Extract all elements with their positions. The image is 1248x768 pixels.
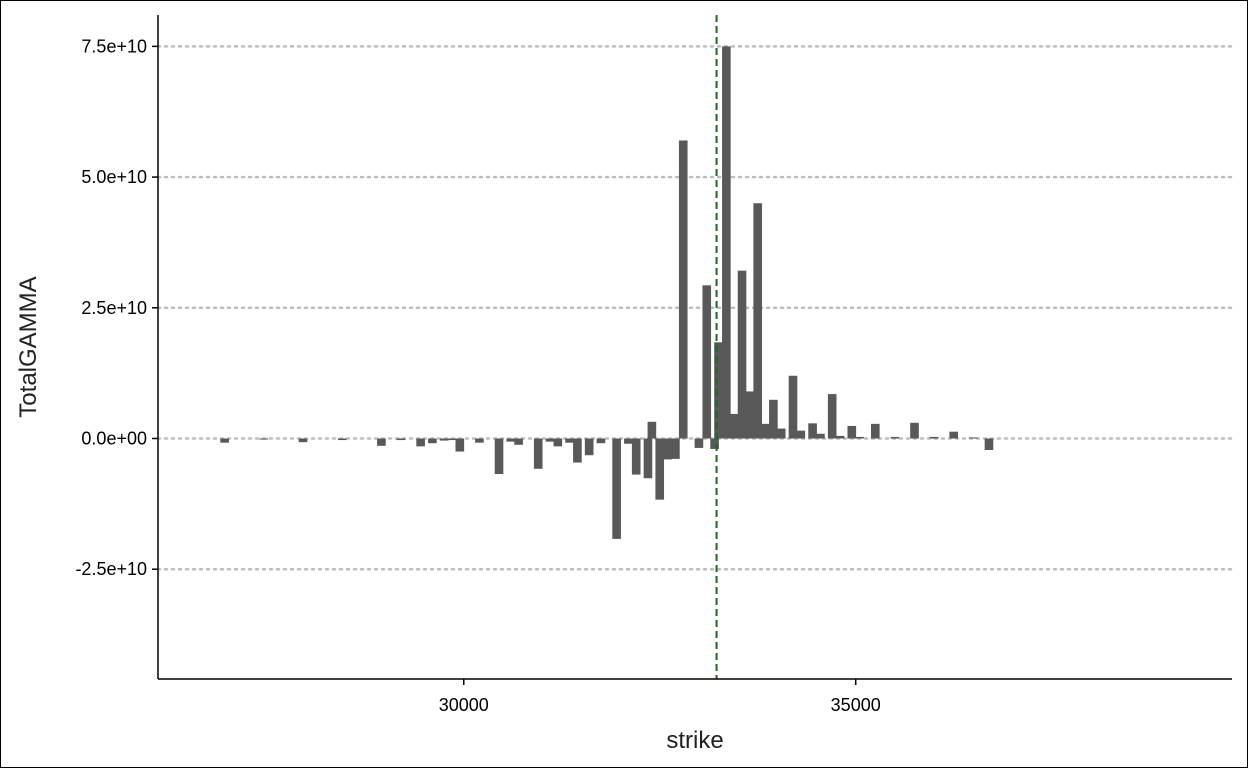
bar xyxy=(647,421,657,439)
bar xyxy=(533,438,543,469)
y-tick-label: 0.0e+00 xyxy=(81,428,147,448)
bar xyxy=(584,438,594,456)
bar xyxy=(737,270,747,439)
bar xyxy=(847,425,857,439)
bar xyxy=(298,438,308,443)
bar xyxy=(816,433,825,439)
bar xyxy=(506,438,516,442)
x-tick-label: 30000 xyxy=(439,695,489,715)
y-tick-label: -2.5e+10 xyxy=(75,559,147,579)
bar xyxy=(545,438,555,442)
bar xyxy=(710,438,719,449)
bar xyxy=(337,438,347,441)
bar xyxy=(447,438,457,441)
bar xyxy=(910,422,919,439)
bar xyxy=(455,438,465,452)
bar xyxy=(827,394,837,439)
bar xyxy=(855,436,864,439)
gridlines xyxy=(156,45,1234,571)
bar xyxy=(416,438,425,447)
bar xyxy=(596,438,606,444)
axes xyxy=(157,15,1232,680)
x-ticks: 30000 35000 xyxy=(439,679,881,715)
bar xyxy=(565,438,574,443)
bar xyxy=(776,428,786,439)
bar xyxy=(694,438,704,448)
y-tick-label: 2.5e+10 xyxy=(81,298,147,318)
bar xyxy=(428,438,437,444)
bar xyxy=(663,438,672,460)
bar xyxy=(788,375,798,439)
bar xyxy=(553,438,563,447)
x-tick-label: 35000 xyxy=(831,695,881,715)
bar xyxy=(514,438,523,445)
bar xyxy=(439,438,449,441)
bar xyxy=(729,413,739,439)
bar xyxy=(949,431,959,439)
bar xyxy=(870,423,880,439)
bar xyxy=(475,438,484,443)
bar xyxy=(573,438,582,463)
bar xyxy=(655,438,665,500)
bar xyxy=(624,438,633,444)
bar xyxy=(714,342,723,439)
bar xyxy=(984,438,994,450)
bar xyxy=(722,46,731,439)
bar xyxy=(835,435,845,439)
bar xyxy=(494,438,504,475)
bar xyxy=(808,423,817,439)
bar xyxy=(396,438,406,441)
bar xyxy=(968,437,978,439)
bar xyxy=(220,438,229,443)
y-tick-label: 5.0e+10 xyxy=(81,167,147,187)
bar xyxy=(929,436,939,439)
bar xyxy=(761,423,770,439)
bar xyxy=(753,203,763,439)
bars xyxy=(220,46,994,539)
bar xyxy=(796,430,806,439)
bar xyxy=(612,438,621,539)
bar xyxy=(745,391,755,439)
bar xyxy=(769,399,778,439)
bar xyxy=(631,438,641,475)
y-ticks: -2.5e+10 0.0e+00 2.5e+10 5.0e+10 7.5e+10 xyxy=(75,36,158,579)
y-tick-label: 7.5e+10 xyxy=(81,36,147,56)
bar xyxy=(702,285,712,439)
bar xyxy=(643,438,653,479)
bar xyxy=(678,140,688,439)
bar xyxy=(671,438,680,459)
x-axis-title: strike xyxy=(666,727,723,754)
bar xyxy=(259,438,269,440)
y-axis-title: TotalGAMMA xyxy=(15,276,42,417)
bar xyxy=(377,438,386,446)
bar xyxy=(890,436,900,439)
